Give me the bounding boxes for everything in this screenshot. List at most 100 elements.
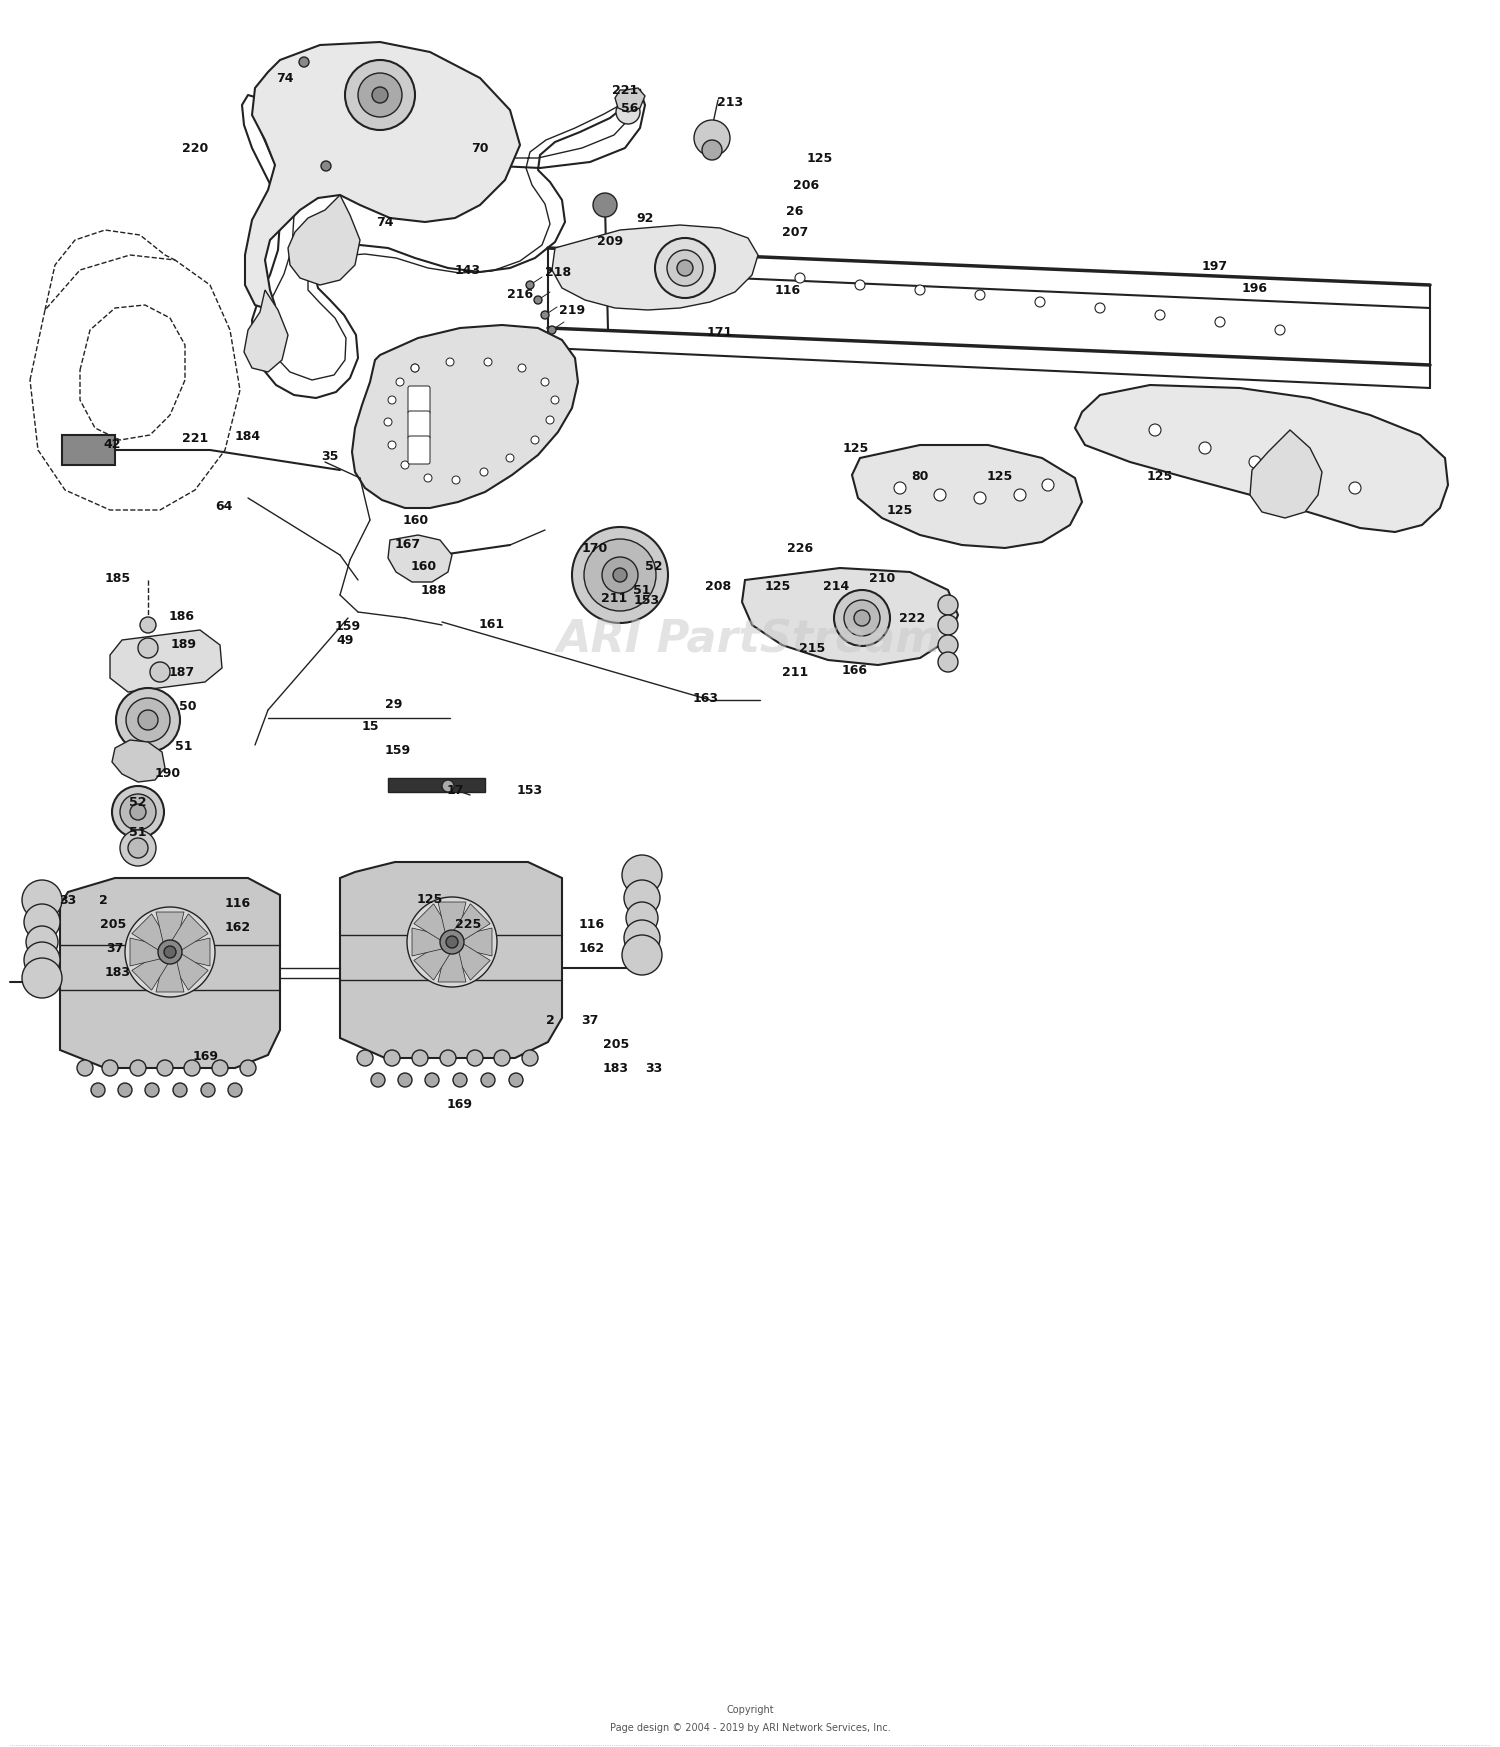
Text: 50: 50 xyxy=(180,699,196,713)
Polygon shape xyxy=(156,957,184,992)
Circle shape xyxy=(424,1073,439,1087)
Polygon shape xyxy=(156,912,184,945)
Text: 161: 161 xyxy=(478,617,506,631)
Polygon shape xyxy=(388,535,452,582)
Circle shape xyxy=(853,610,870,625)
Circle shape xyxy=(384,1050,400,1066)
Text: 15: 15 xyxy=(362,720,378,732)
Text: 116: 116 xyxy=(579,917,604,931)
Circle shape xyxy=(112,786,164,839)
Text: Page design © 2004 - 2019 by ARI Network Services, Inc.: Page design © 2004 - 2019 by ARI Network… xyxy=(609,1723,891,1733)
Polygon shape xyxy=(244,290,288,372)
Circle shape xyxy=(158,1060,172,1076)
Text: 56: 56 xyxy=(621,101,639,115)
Circle shape xyxy=(400,461,410,468)
Text: 207: 207 xyxy=(782,225,808,239)
Circle shape xyxy=(240,1060,256,1076)
Circle shape xyxy=(616,100,640,124)
Text: 52: 52 xyxy=(129,795,147,809)
Text: 159: 159 xyxy=(334,620,362,632)
Circle shape xyxy=(484,358,492,367)
Polygon shape xyxy=(388,777,484,791)
Text: 92: 92 xyxy=(636,211,654,225)
Text: 197: 197 xyxy=(1202,260,1228,273)
Circle shape xyxy=(795,273,806,283)
Text: 187: 187 xyxy=(170,666,195,678)
Polygon shape xyxy=(452,903,491,942)
Circle shape xyxy=(124,907,214,998)
Text: 171: 171 xyxy=(706,325,734,339)
Text: 162: 162 xyxy=(225,921,251,933)
Circle shape xyxy=(211,1060,228,1076)
Circle shape xyxy=(531,437,538,444)
Text: 183: 183 xyxy=(603,1062,628,1074)
Circle shape xyxy=(1042,479,1054,491)
Text: 125: 125 xyxy=(886,503,914,517)
Polygon shape xyxy=(458,928,492,956)
Polygon shape xyxy=(1076,384,1448,533)
Circle shape xyxy=(358,73,402,117)
Text: 205: 205 xyxy=(100,917,126,931)
Circle shape xyxy=(592,192,616,217)
Circle shape xyxy=(413,1050,428,1066)
Circle shape xyxy=(548,327,556,334)
Circle shape xyxy=(396,377,404,386)
Circle shape xyxy=(526,281,534,288)
Circle shape xyxy=(626,901,658,935)
Text: 218: 218 xyxy=(544,266,572,278)
Text: 188: 188 xyxy=(422,583,447,596)
Circle shape xyxy=(130,1060,146,1076)
Text: 51: 51 xyxy=(129,826,147,839)
Text: 210: 210 xyxy=(868,571,895,585)
Polygon shape xyxy=(1250,430,1322,519)
Circle shape xyxy=(201,1083,214,1097)
Circle shape xyxy=(370,1073,386,1087)
Circle shape xyxy=(466,1050,483,1066)
Polygon shape xyxy=(170,914,208,952)
Circle shape xyxy=(116,688,180,751)
Text: 51: 51 xyxy=(176,739,192,753)
Polygon shape xyxy=(112,741,165,783)
Text: 70: 70 xyxy=(471,142,489,154)
Circle shape xyxy=(446,358,454,367)
Circle shape xyxy=(675,264,686,273)
Polygon shape xyxy=(110,631,222,692)
Circle shape xyxy=(138,709,158,730)
Circle shape xyxy=(534,295,542,304)
Circle shape xyxy=(24,903,60,940)
Text: 35: 35 xyxy=(321,449,339,463)
Text: 74: 74 xyxy=(376,215,393,229)
Circle shape xyxy=(614,568,627,582)
Circle shape xyxy=(345,59,416,129)
Polygon shape xyxy=(176,938,210,966)
Circle shape xyxy=(844,599,880,636)
Polygon shape xyxy=(452,942,491,980)
Text: 37: 37 xyxy=(582,1013,598,1027)
Circle shape xyxy=(855,280,865,290)
Circle shape xyxy=(915,285,926,295)
Polygon shape xyxy=(170,952,208,991)
Circle shape xyxy=(1035,297,1046,307)
Circle shape xyxy=(384,418,392,426)
Circle shape xyxy=(518,363,526,372)
Text: 17: 17 xyxy=(447,783,464,797)
Text: 221: 221 xyxy=(182,432,209,444)
FancyBboxPatch shape xyxy=(408,411,430,438)
Circle shape xyxy=(102,1060,118,1076)
Text: 160: 160 xyxy=(404,514,429,526)
Text: 205: 205 xyxy=(603,1038,628,1050)
Circle shape xyxy=(522,1050,538,1066)
Polygon shape xyxy=(742,568,958,666)
Circle shape xyxy=(624,921,660,956)
FancyBboxPatch shape xyxy=(408,437,430,465)
Circle shape xyxy=(140,617,156,632)
Circle shape xyxy=(622,935,662,975)
Polygon shape xyxy=(340,861,562,1059)
Circle shape xyxy=(542,377,549,386)
Text: 2: 2 xyxy=(99,893,108,907)
Text: 196: 196 xyxy=(1242,281,1268,295)
Polygon shape xyxy=(352,325,578,508)
Circle shape xyxy=(1250,456,1262,468)
Text: 162: 162 xyxy=(579,942,604,954)
Polygon shape xyxy=(130,938,164,966)
